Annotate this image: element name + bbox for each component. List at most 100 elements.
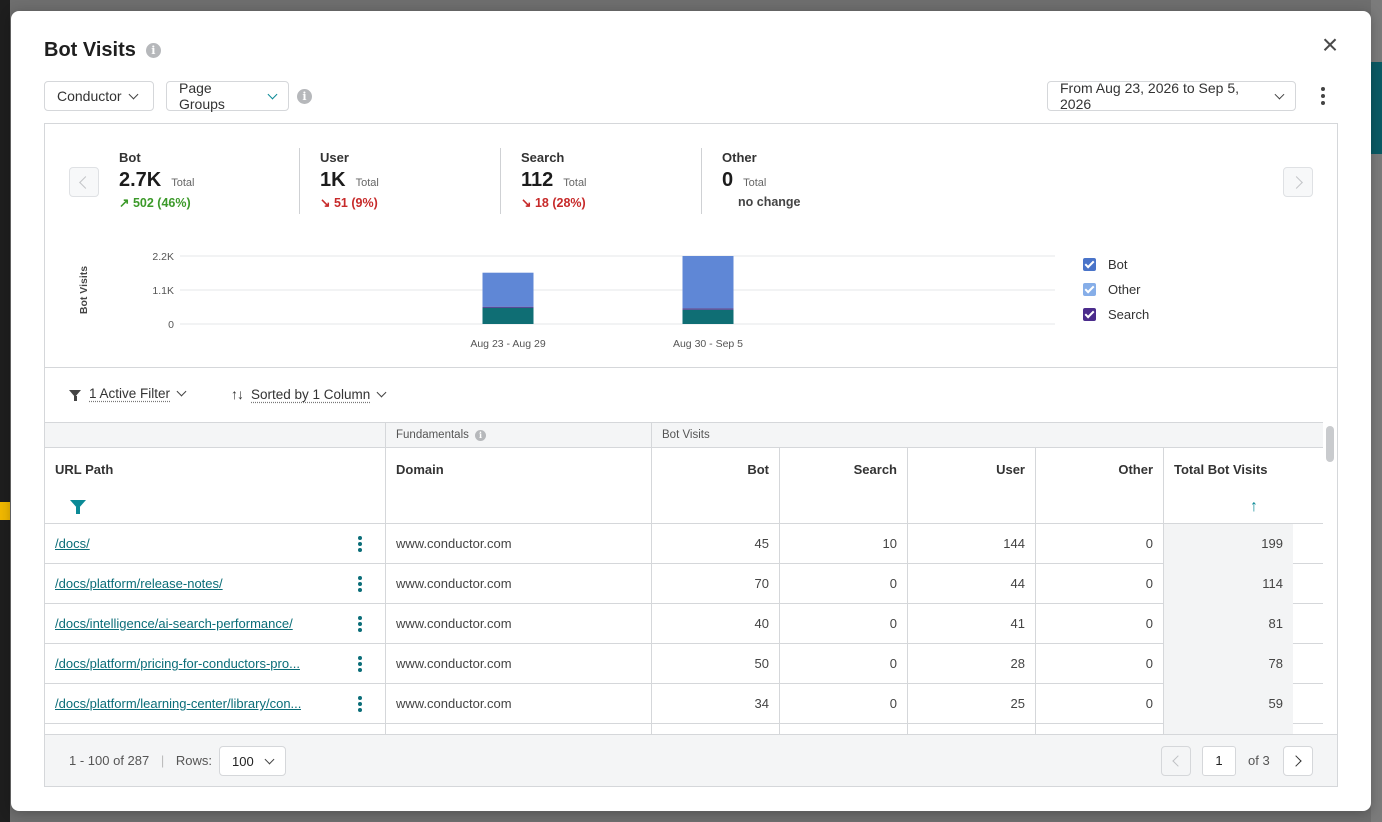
table-row: /docs/platform/pricing-for-conductors-pr… [45,644,1323,684]
table-row [45,724,1323,734]
url-link[interactable]: /docs/platform/release-notes/ [55,576,223,591]
backdrop-teal-block [1371,62,1382,154]
kpi-total-label: Total [563,177,587,189]
url-link[interactable]: /docs/platform/pricing-for-conductors-pr… [55,656,300,671]
search-cell: 0 [780,564,908,604]
chevron-down-icon [267,89,278,99]
divider: | [160,753,165,768]
legend-item-search[interactable]: Search [1083,306,1149,322]
kpi-value: 112 [521,169,554,191]
pagination-footer: 1 - 100 of 287 | Rows: 100 1 of 3 [45,734,1337,786]
col-url-path[interactable]: URL Path [45,448,386,524]
x-tick-label: Aug 30 - Sep 5 [673,338,743,350]
divider [45,367,1337,368]
y-tick-label: 1.1K [152,285,174,297]
kpi-value: 1K [320,169,346,191]
table-row: /docs/platform/learning-center/library/c… [45,684,1323,724]
more-options-icon[interactable] [1321,87,1325,105]
total-cell [1164,724,1293,734]
checkbox-checked-icon[interactable] [1083,282,1096,296]
column-header-label: URL Path [55,462,114,477]
pagination-range-text: 1 - 100 of 287 [69,753,150,768]
bar-segment-bot [482,272,534,307]
page-count: of 3 [1248,753,1270,768]
conductor-dropdown[interactable]: Conductor [44,81,154,111]
user-cell: 28 [908,644,1036,684]
col-other[interactable]: Other [1036,448,1164,524]
filter-icon [69,390,81,401]
row-menu-icon[interactable] [358,616,362,632]
search-cell: 0 [780,604,908,644]
report-panel: Bot 2.7K Total ↗ 502 (46%) User 1K Total… [44,123,1338,787]
active-filter-button[interactable]: 1 Active Filter [69,386,187,401]
url-link[interactable]: /docs/platform/learning-center/library/c… [55,696,302,711]
total-cell: 199 [1164,524,1293,564]
url-link[interactable]: /docs/intelligence/ai-search-performance… [55,616,293,631]
rows-per-page-select[interactable]: 100 [219,746,286,776]
domain-cell: www.conductor.com [386,684,652,724]
col-search[interactable]: Search [780,448,908,524]
modal-title: Bot Visits [44,39,136,61]
kpi-label: Search [521,150,565,165]
kpi-other: Other 0 Total no change [722,150,801,212]
arrow-up-icon[interactable]: ↑ [1250,498,1258,515]
other-cell: 0 [1036,644,1164,684]
col-bot[interactable]: Bot [652,448,780,524]
col-user[interactable]: User [908,448,1036,524]
checkbox-checked-icon[interactable] [1083,307,1096,321]
legend-item-other[interactable]: Other [1083,281,1149,297]
kpi-delta-value: no change [738,195,801,209]
info-icon[interactable]: i [475,429,487,441]
kpi-next-button[interactable] [1283,167,1313,197]
bot-cell [652,724,780,734]
row-menu-icon[interactable] [358,536,362,552]
info-icon[interactable]: i [145,43,161,58]
prev-page-button[interactable] [1161,746,1191,776]
sort-button[interactable]: ↑↓ Sorted by 1 Column [231,386,387,402]
url-cell: /docs/intelligence/ai-search-performance… [45,604,386,644]
pagination-range: 1 - 100 of 287 | Rows: [69,753,212,768]
page-groups-dropdown[interactable]: Page Groups [166,80,289,112]
chevron-left-icon [1172,755,1184,767]
kpi-divider [299,148,300,214]
search-cell: 0 [780,684,908,724]
user-cell: 144 [908,524,1036,564]
table-row: /docs/ www.conductor.com 45 10 144 0 199 [45,524,1323,564]
page-groups-info-icon[interactable]: i [297,89,312,104]
header-group-bot-visits: Bot Visits [652,422,1323,448]
col-total-bot-visits[interactable]: Total Bot Visits ↑ [1164,448,1293,524]
page-groups-dropdown-label: Page Groups [179,80,225,112]
column-header-label: User [996,462,1025,477]
col-domain[interactable]: Domain [386,448,652,524]
kpi-delta-value: 51 (9%) [333,196,378,210]
legend-item-bot[interactable]: Bot [1083,256,1149,272]
row-menu-icon[interactable] [358,576,362,592]
date-range-dropdown[interactable]: From Aug 23, 2026 to Sep 5, 2026 [1047,80,1296,112]
next-page-button[interactable] [1283,746,1313,776]
kpi-prev-button[interactable] [69,167,99,197]
filter-icon[interactable] [70,500,86,514]
bot-cell: 40 [652,604,780,644]
chevron-right-icon [1290,755,1302,767]
bar-segment-search [682,309,734,324]
row-menu-icon[interactable] [358,696,362,712]
url-link[interactable]: /docs/ [55,536,90,551]
backdrop-right-edge [1371,0,1382,822]
chevron-left-icon [79,176,92,189]
kpi-total-label: Total [171,177,195,189]
domain-cell: www.conductor.com [386,564,652,604]
kpi-label: Other [722,150,757,165]
column-header-label: Other [1118,462,1153,477]
backdrop-sidebar [0,0,10,822]
total-cell: 81 [1164,604,1293,644]
y-tick-label: 0 [168,319,174,331]
page-number-input[interactable]: 1 [1202,746,1236,776]
domain-cell [386,724,652,734]
vertical-scrollbar[interactable] [1326,426,1334,462]
bar-segment-bot [682,256,734,309]
url-cell: /docs/platform/pricing-for-conductors-pr… [45,644,386,684]
chart-legend: Bot Other Search [1083,256,1149,331]
checkbox-checked-icon[interactable] [1083,257,1096,271]
close-icon[interactable]: × [1321,29,1339,60]
row-menu-icon[interactable] [358,656,362,672]
